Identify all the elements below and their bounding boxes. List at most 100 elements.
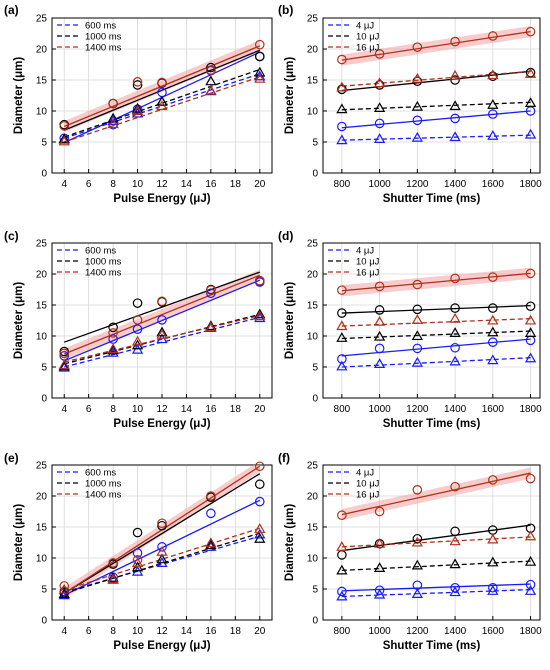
panel-letter: (a) bbox=[4, 3, 19, 17]
fit-line-triangle-black bbox=[341, 330, 531, 340]
data-point-triangle-blue bbox=[524, 128, 537, 139]
data-point-circle-red bbox=[157, 296, 167, 307]
data-point-circle-red bbox=[206, 285, 216, 295]
x-tick-label: 4 bbox=[61, 179, 67, 190]
data-point-triangle-red bbox=[373, 315, 386, 326]
data-point-circle-black bbox=[132, 527, 143, 538]
x-tick-label: 800 bbox=[334, 179, 351, 190]
data-point-triangle-black bbox=[58, 133, 70, 143]
data-point-triangle-black bbox=[449, 100, 461, 111]
data-point-triangle-red bbox=[524, 530, 537, 541]
data-point-triangle-red bbox=[131, 105, 144, 116]
data-point-triangle-red bbox=[373, 77, 386, 88]
y-tick-label: 25 bbox=[307, 14, 319, 25]
y-tick-label: 10 bbox=[307, 107, 319, 118]
fit-line-triangle-blue bbox=[341, 357, 531, 368]
fit-line-circle-red bbox=[341, 272, 531, 292]
legend-label: 1400 ms bbox=[85, 268, 122, 279]
data-point-triangle-red bbox=[336, 320, 348, 331]
y-tick-label: 20 bbox=[307, 492, 319, 503]
data-point-circle-blue bbox=[450, 113, 460, 124]
data-point-triangle-blue bbox=[487, 585, 499, 595]
data-point-circle-black bbox=[337, 308, 347, 318]
data-point-circle-blue bbox=[132, 324, 143, 334]
x-tick-label: 1400 bbox=[444, 179, 467, 190]
data-point-triangle-blue bbox=[131, 107, 144, 118]
y-tick-label: 20 bbox=[307, 270, 319, 281]
x-tick-label: 800 bbox=[334, 404, 351, 415]
x-tick-label: 1600 bbox=[482, 404, 505, 415]
y-tick-label: 10 bbox=[36, 107, 48, 118]
data-point-triangle-blue bbox=[254, 528, 266, 539]
data-point-circle-red bbox=[374, 281, 385, 292]
y-tick-label: 25 bbox=[307, 239, 319, 250]
data-point-triangle-red bbox=[156, 545, 168, 556]
data-point-triangle-black bbox=[156, 95, 168, 106]
x-axis-title: Shutter Time (ms) bbox=[383, 640, 481, 652]
y-tick-label: 10 bbox=[36, 554, 48, 565]
fit-line-circle-red bbox=[63, 274, 261, 355]
data-point-circle-blue bbox=[374, 118, 385, 129]
data-point-circle-red bbox=[374, 506, 385, 517]
data-point-triangle-blue bbox=[524, 352, 537, 363]
x-tick-label: 1600 bbox=[482, 179, 505, 190]
data-point-circle-red bbox=[488, 31, 498, 41]
chart-panel-5: (e) 0 5 10 15 20 25 4 6 8 10 12 14 16 18 20 Pulse Energy… bbox=[4, 451, 273, 652]
chart-panel-4: (d) 0 5 10 15 20 25 800 1000 1200 1400 1600 1800 Shut… bbox=[278, 229, 542, 430]
chart-panel-2: (b) 0 5 10 15 20 25 800 1000 1200 1400 1600 1800 Shut… bbox=[278, 3, 542, 205]
y-tick-label: 15 bbox=[36, 301, 48, 312]
y-tick-label: 5 bbox=[41, 363, 47, 374]
data-point-triangle-red bbox=[131, 557, 144, 568]
data-point-circle-red bbox=[206, 491, 216, 501]
x-axis-title: Pulse Energy (μJ) bbox=[113, 193, 210, 205]
fit-line-triangle-red bbox=[341, 317, 531, 327]
data-point-triangle-black bbox=[373, 330, 386, 341]
data-point-triangle-black bbox=[107, 344, 119, 355]
data-point-circle-black bbox=[132, 80, 143, 90]
data-point-triangle-red bbox=[58, 359, 70, 370]
panel-letter: (c) bbox=[4, 229, 19, 243]
data-point-triangle-blue bbox=[58, 361, 70, 372]
legend-label: 1400 ms bbox=[85, 490, 122, 501]
y-axis-title: Diameter (μm) bbox=[13, 504, 25, 582]
fit-line-circle-black bbox=[341, 524, 531, 552]
data-point-triangle-blue bbox=[411, 588, 423, 599]
data-point-triangle-black bbox=[336, 103, 348, 114]
fit-line-circle-blue bbox=[63, 279, 261, 362]
plot-area bbox=[341, 467, 531, 598]
data-point-circle-blue bbox=[337, 586, 347, 597]
data-point-triangle-red bbox=[487, 314, 499, 325]
data-point-triangle-red bbox=[58, 135, 70, 146]
data-point-circle-blue bbox=[157, 315, 167, 325]
data-point-triangle-blue bbox=[411, 131, 423, 142]
legend-label: 4 μJ bbox=[356, 246, 374, 257]
data-point-triangle-blue bbox=[449, 355, 461, 366]
data-point-circle-red bbox=[254, 461, 265, 472]
chart-panel-1: (a) 0 5 10 15 20 25 4 6 8 10 12 14 16 18 20 Pulse Energy… bbox=[4, 3, 273, 205]
x-tick-label: 14 bbox=[181, 404, 193, 415]
data-point-triangle-black bbox=[58, 360, 70, 371]
data-point-circle-red bbox=[108, 328, 118, 338]
data-point-triangle-black bbox=[156, 553, 168, 564]
x-tick-label: 800 bbox=[334, 626, 351, 637]
x-tick-label: 20 bbox=[254, 626, 266, 637]
data-point-circle-red bbox=[488, 475, 498, 485]
y-tick-label: 15 bbox=[36, 76, 48, 87]
fit-line-triangle-red bbox=[341, 70, 531, 87]
legend-label: 4 μJ bbox=[356, 468, 374, 479]
y-axis-title: Diameter (μm) bbox=[284, 57, 296, 135]
x-axis-title: Shutter Time (ms) bbox=[383, 418, 481, 430]
data-point-circle-red bbox=[412, 484, 423, 495]
x-tick-label: 1800 bbox=[519, 404, 542, 415]
x-tick-label: 1200 bbox=[406, 179, 429, 190]
y-tick-label: 0 bbox=[41, 394, 47, 405]
data-point-circle-blue bbox=[337, 354, 347, 364]
data-point-circle-red bbox=[450, 273, 460, 284]
data-point-triangle-black bbox=[254, 532, 266, 543]
data-point-triangle-red bbox=[205, 84, 217, 95]
data-point-circle-red bbox=[108, 558, 118, 568]
data-point-triangle-black bbox=[254, 66, 266, 77]
y-tick-label: 10 bbox=[307, 554, 319, 565]
data-point-triangle-blue bbox=[524, 585, 537, 595]
